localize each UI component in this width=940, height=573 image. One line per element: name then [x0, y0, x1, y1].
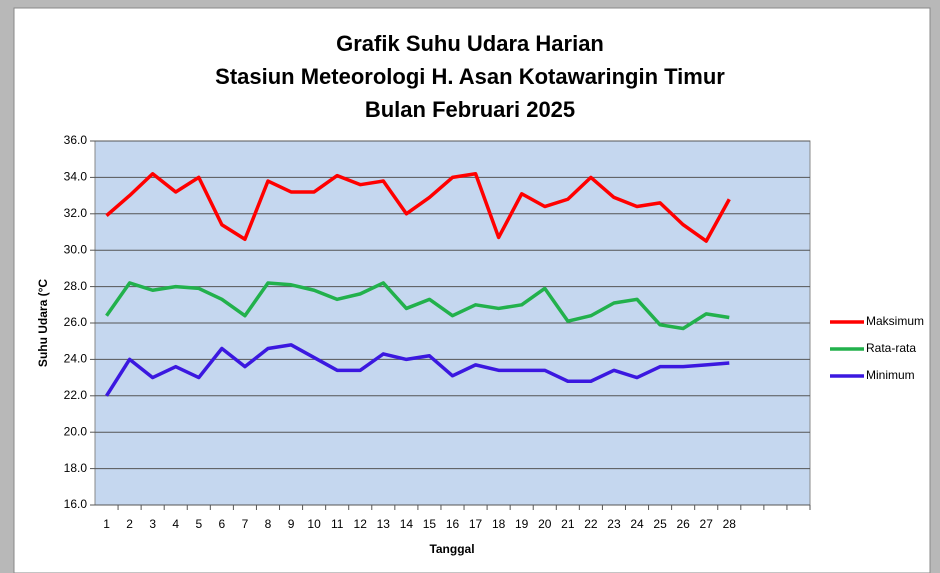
- x-tick-label: 27: [700, 517, 714, 531]
- x-tick-label: 7: [242, 517, 249, 531]
- y-tick-label: 36.0: [64, 133, 88, 147]
- x-tick-label: 1: [103, 517, 110, 531]
- x-tick-label: 15: [423, 517, 437, 531]
- y-tick-label: 32.0: [64, 206, 88, 220]
- x-tick-label: 23: [607, 517, 621, 531]
- series-line: [105, 172, 731, 243]
- x-tick-label: 11: [331, 517, 344, 531]
- chart-title: Stasiun Meteorologi H. Asan Kotawaringin…: [215, 64, 725, 89]
- y-tick-label: 24.0: [64, 352, 88, 366]
- x-tick-label: 18: [492, 517, 506, 531]
- chart-title: Bulan Februari 2025: [365, 97, 575, 122]
- x-tick-label: 10: [307, 517, 321, 531]
- x-tick-label: 13: [377, 517, 391, 531]
- x-tick-label: 14: [400, 517, 414, 531]
- x-axis-label: Tanggal: [429, 542, 474, 556]
- y-tick-label: 16.0: [64, 497, 88, 511]
- y-tick-label: 28.0: [64, 279, 88, 293]
- x-tick-label: 8: [265, 517, 272, 531]
- y-tick-label: 22.0: [64, 388, 88, 402]
- x-tick-label: 20: [538, 517, 552, 531]
- x-tick-label: 5: [195, 517, 202, 531]
- x-tick-label: 19: [515, 517, 529, 531]
- x-tick-label: 24: [630, 517, 644, 531]
- legend-label: Rata-rata: [866, 341, 916, 355]
- x-tick-label: 4: [172, 517, 179, 531]
- x-tick-label: 2: [126, 517, 133, 531]
- series-line: [105, 343, 730, 397]
- x-tick-label: 25: [653, 517, 667, 531]
- x-tick-label: 17: [469, 517, 483, 531]
- legend-label: Maksimum: [866, 314, 924, 328]
- series-line: [105, 281, 730, 331]
- y-tick-label: 34.0: [64, 170, 88, 184]
- legend-label: Minimum: [866, 368, 915, 382]
- chart-title: Grafik Suhu Udara Harian: [336, 31, 604, 56]
- y-axis-label: Suhu Udara (°C: [36, 279, 50, 367]
- x-tick-label: 28: [723, 517, 737, 531]
- x-tick-label: 22: [584, 517, 598, 531]
- x-tick-label: 9: [288, 517, 295, 531]
- y-tick-label: 18.0: [64, 461, 88, 475]
- y-tick-label: 20.0: [64, 424, 88, 438]
- x-tick-label: 26: [676, 517, 690, 531]
- x-tick-label: 3: [149, 517, 156, 531]
- x-tick-label: 6: [219, 517, 226, 531]
- x-tick-label: 12: [354, 517, 368, 531]
- y-tick-label: 26.0: [64, 315, 88, 329]
- y-tick-label: 30.0: [64, 242, 88, 256]
- x-tick-label: 16: [446, 517, 460, 531]
- x-tick-label: 21: [561, 517, 575, 531]
